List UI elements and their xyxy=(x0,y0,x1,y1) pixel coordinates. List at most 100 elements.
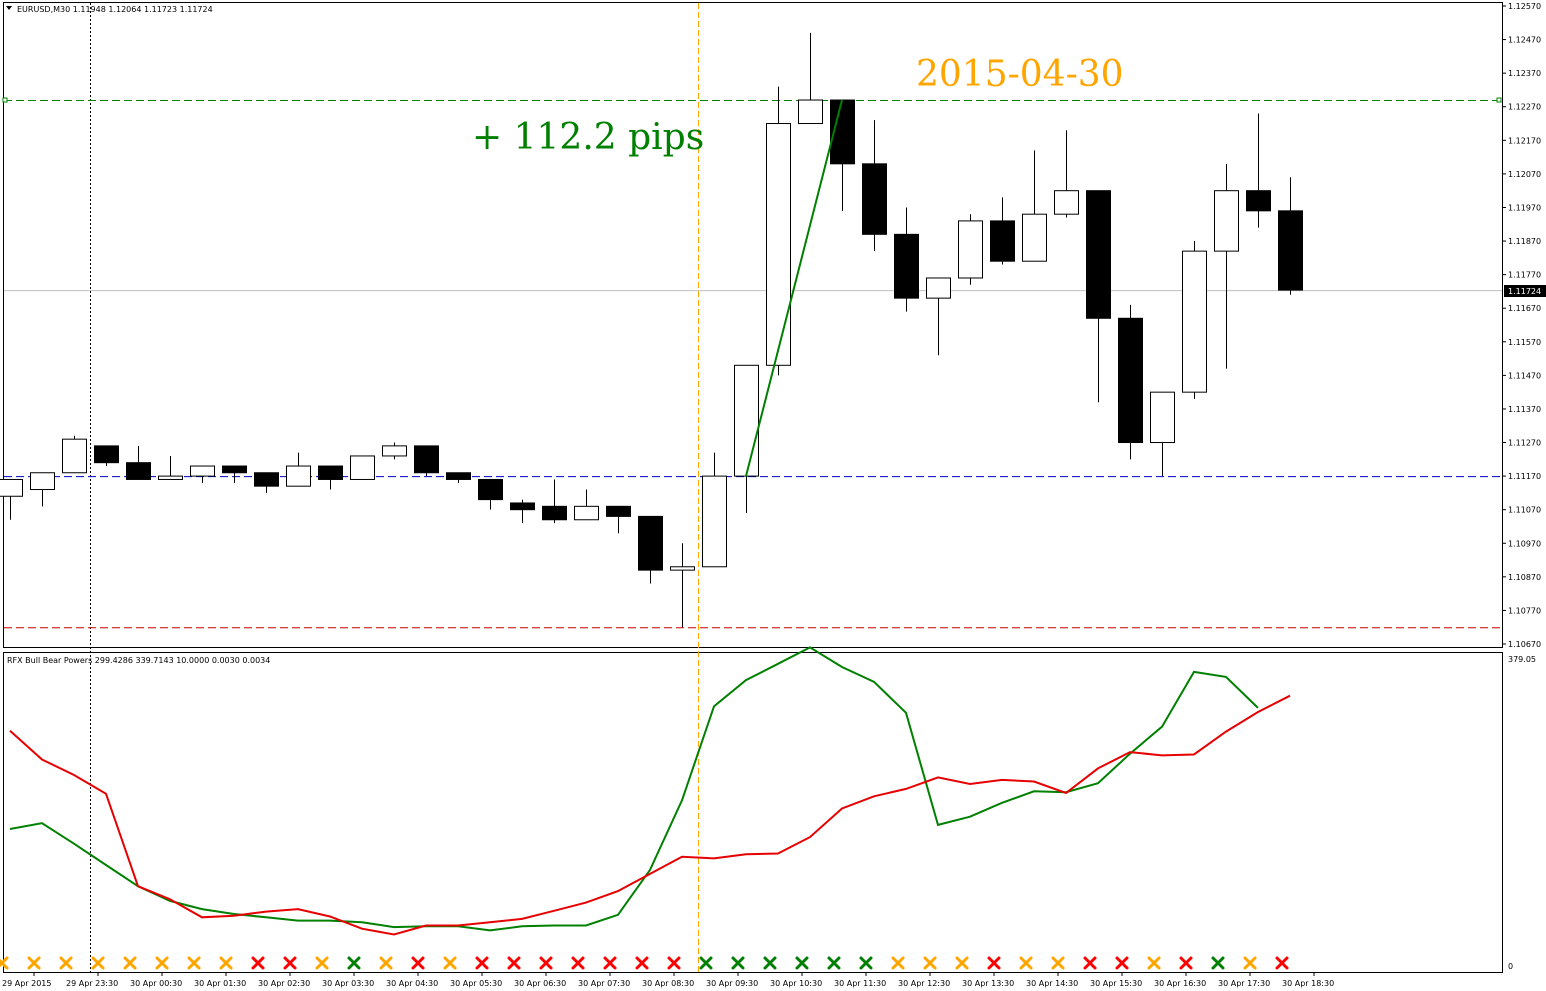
signal-cross-icon xyxy=(59,956,73,970)
bull-candle xyxy=(798,99,823,125)
price-tick-label: 1.12570 xyxy=(1508,2,1541,11)
signal-cross-icon xyxy=(795,956,809,970)
bull-candle xyxy=(1054,190,1079,215)
bull-power-line xyxy=(9,646,1259,932)
indicator-min-label: 0 xyxy=(1508,962,1513,971)
time-tick-label: 30 Apr 06:30 xyxy=(514,979,566,988)
bear-candle xyxy=(1086,190,1111,319)
time-tick-label: 30 Apr 14:30 xyxy=(1026,979,1078,988)
time-tick-label: 30 Apr 07:30 xyxy=(578,979,630,988)
signal-cross-icon xyxy=(1147,956,1161,970)
bear-candle xyxy=(126,462,151,480)
signal-cross-icon xyxy=(251,956,265,970)
horizontal-levels xyxy=(2,97,1502,629)
signal-cross-icon xyxy=(507,956,521,970)
price-tick-label: 1.10670 xyxy=(1508,640,1541,649)
candles xyxy=(0,32,1303,628)
signal-cross-icon xyxy=(955,956,969,970)
signal-cross-icon xyxy=(187,956,201,970)
signal-cross-icon xyxy=(763,956,777,970)
time-tick-label: 30 Apr 05:30 xyxy=(450,979,502,988)
signal-cross-icon xyxy=(1179,956,1193,970)
time-tick-label: 30 Apr 02:30 xyxy=(258,979,310,988)
bear-candle xyxy=(94,445,119,464)
bear-candle xyxy=(222,465,247,474)
bear-candle xyxy=(254,472,279,487)
signal-cross-icon xyxy=(27,956,41,970)
signal-cross-icon xyxy=(859,956,873,970)
bull-candle xyxy=(1150,391,1175,444)
signal-cross-icon xyxy=(1083,956,1097,970)
bull-candle xyxy=(958,220,983,279)
time-tick-label: 30 Apr 15:30 xyxy=(1090,979,1142,988)
price-tick-label: 1.11870 xyxy=(1508,237,1541,246)
bear-candle xyxy=(638,515,663,571)
price-tick-label: 1.11270 xyxy=(1508,439,1541,448)
signal-cross-icon xyxy=(571,956,585,970)
pips-annotation: + 112.2 pips xyxy=(472,117,704,158)
price-tick-label: 1.12370 xyxy=(1508,69,1541,78)
time-axis: 29 Apr 2015 29 Apr 23:30 30 Apr 00:30 30 Ap… xyxy=(2,972,1334,988)
signal-cross-icon xyxy=(699,956,713,970)
signal-cross-icon xyxy=(283,956,297,970)
time-tick-label: 30 Apr 13:30 xyxy=(962,979,1014,988)
time-tick-label: 30 Apr 03:30 xyxy=(322,979,374,988)
signal-cross-icon xyxy=(923,956,937,970)
price-tick-label: 1.12270 xyxy=(1508,103,1541,112)
time-tick-label: 30 Apr 01:30 xyxy=(194,979,246,988)
indicator-lines xyxy=(9,646,1291,936)
signal-cross-icon xyxy=(91,956,105,970)
price-tick-label: 1.11370 xyxy=(1508,405,1541,414)
time-tick-label: 30 Apr 18:30 xyxy=(1282,979,1334,988)
symbol-header: EURUSD,M30 1.11948 1.12064 1.11723 1.117… xyxy=(17,5,213,14)
date-annotation: 2015-04-30 xyxy=(916,54,1124,95)
pips-trend-line xyxy=(745,99,843,477)
signal-cross-icon xyxy=(1115,956,1129,970)
price-tick-label: 1.11670 xyxy=(1508,304,1541,313)
bull-candle xyxy=(766,123,791,366)
bull-candle xyxy=(734,364,759,477)
bull-candle xyxy=(30,472,55,491)
bull-candle xyxy=(62,438,87,474)
signal-cross-icon xyxy=(1275,956,1289,970)
signal-cross-icon xyxy=(891,956,905,970)
time-tick-label: 29 Apr 23:30 xyxy=(66,979,118,988)
price-tick-label: 1.12070 xyxy=(1508,170,1541,179)
signal-cross-icon xyxy=(1019,956,1033,970)
signal-cross-icon xyxy=(1051,956,1065,970)
signal-cross-icon xyxy=(411,956,425,970)
vertical-markers xyxy=(90,3,699,972)
price-tick-label: 1.12170 xyxy=(1508,136,1541,145)
price-tick-label: 1.10970 xyxy=(1508,539,1541,548)
price-tick-label: 1.11170 xyxy=(1508,472,1541,481)
signal-cross-icon xyxy=(603,956,617,970)
time-tick-label: 29 Apr 2015 xyxy=(2,979,51,988)
bear-candle xyxy=(1278,210,1303,291)
signal-cross-icon xyxy=(219,956,233,970)
indicator-max-label: 379.05 xyxy=(1508,655,1536,664)
bull-candle xyxy=(670,566,695,571)
bull-candle xyxy=(190,465,215,477)
bull-candle xyxy=(1182,250,1207,393)
signal-cross-icon xyxy=(539,956,553,970)
signal-crosses xyxy=(0,956,1289,970)
price-tick-label: 1.11570 xyxy=(1508,338,1541,347)
signal-cross-icon xyxy=(0,956,9,970)
bear-candle xyxy=(318,465,343,480)
price-tick-label: 1.11470 xyxy=(1508,371,1541,380)
bear-candle xyxy=(414,445,439,474)
signal-cross-icon xyxy=(315,956,329,970)
bear-power-line xyxy=(9,694,1291,936)
bull-candle xyxy=(350,455,375,480)
menu-triangle-icon[interactable] xyxy=(6,6,12,10)
price-axis: 1.12570 1.12470 1.12370 1.12270 1.12170 1.120… xyxy=(1502,2,1541,649)
signal-cross-icon xyxy=(347,956,361,970)
price-tick-label: 1.11970 xyxy=(1508,203,1541,212)
signal-cross-icon xyxy=(667,956,681,970)
price-tick-label: 1.10770 xyxy=(1508,606,1541,615)
time-tick-label: 30 Apr 08:30 xyxy=(642,979,694,988)
bear-candle xyxy=(990,220,1015,262)
time-tick-label: 30 Apr 12:30 xyxy=(898,979,950,988)
signal-cross-icon xyxy=(443,956,457,970)
